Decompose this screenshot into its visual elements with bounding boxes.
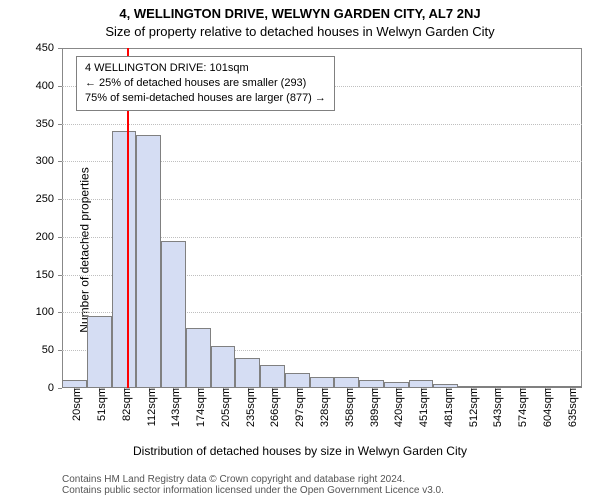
- ytick-label: 150: [36, 269, 62, 281]
- bar: [310, 377, 335, 388]
- x-axis-label: Distribution of detached houses by size …: [0, 444, 600, 458]
- bar: [161, 241, 186, 388]
- ytick-label: 300: [36, 155, 62, 167]
- xtick-label: 174sqm: [189, 388, 207, 427]
- xtick-label: 574sqm: [511, 388, 529, 427]
- xtick-label: 297sqm: [288, 388, 306, 427]
- bar: [409, 380, 434, 388]
- ytick-label: 100: [36, 306, 62, 318]
- footer: Contains HM Land Registry data © Crown c…: [0, 474, 600, 496]
- ytick-label: 400: [36, 80, 62, 92]
- ytick-label: 50: [42, 344, 62, 356]
- bar: [112, 131, 137, 388]
- xtick-label: 235sqm: [239, 388, 257, 427]
- grid-line: [62, 124, 582, 125]
- bar: [285, 373, 310, 388]
- xtick-label: 112sqm: [140, 388, 158, 426]
- xtick-label: 604sqm: [536, 388, 554, 427]
- xtick-label: 451sqm: [412, 388, 430, 427]
- bar: [136, 135, 161, 388]
- bar: [211, 346, 236, 388]
- xtick-label: 635sqm: [561, 388, 579, 427]
- xtick-label: 328sqm: [313, 388, 331, 427]
- plot-area: 05010015020025030035040045020sqm51sqm82s…: [62, 48, 582, 388]
- bar: [260, 365, 285, 388]
- chart-container: 4, WELLINGTON DRIVE, WELWYN GARDEN CITY,…: [0, 0, 600, 500]
- footer-line1: Contains HM Land Registry data © Crown c…: [0, 474, 600, 485]
- xtick-label: 481sqm: [437, 388, 455, 427]
- ytick-label: 200: [36, 231, 62, 243]
- xtick-label: 266sqm: [263, 388, 281, 427]
- xtick-label: 143sqm: [164, 388, 182, 427]
- info-box-line: ← 25% of detached houses are smaller (29…: [85, 76, 326, 91]
- xtick-label: 20sqm: [65, 388, 83, 421]
- bar: [235, 358, 260, 388]
- bar: [186, 328, 211, 388]
- footer-line2: Contains public sector information licen…: [0, 485, 600, 496]
- bar: [87, 316, 112, 388]
- xtick-label: 358sqm: [338, 388, 356, 427]
- xtick-label: 82sqm: [115, 388, 133, 421]
- bar: [62, 380, 87, 388]
- xtick-label: 51sqm: [90, 388, 108, 421]
- xtick-label: 512sqm: [462, 388, 480, 427]
- info-box-line: 4 WELLINGTON DRIVE: 101sqm: [85, 61, 326, 76]
- bar: [334, 377, 359, 388]
- ytick-label: 0: [48, 382, 62, 394]
- xtick-label: 205sqm: [214, 388, 232, 427]
- info-box: 4 WELLINGTON DRIVE: 101sqm← 25% of detac…: [76, 56, 335, 111]
- info-box-line: 75% of semi-detached houses are larger (…: [85, 91, 326, 106]
- page-subtitle: Size of property relative to detached ho…: [0, 24, 600, 39]
- ytick-label: 350: [36, 118, 62, 130]
- page-title: 4, WELLINGTON DRIVE, WELWYN GARDEN CITY,…: [0, 6, 600, 21]
- ytick-label: 250: [36, 193, 62, 205]
- bar: [359, 380, 384, 388]
- xtick-label: 420sqm: [387, 388, 405, 427]
- xtick-label: 543sqm: [486, 388, 504, 427]
- xtick-label: 389sqm: [363, 388, 381, 427]
- ytick-label: 450: [36, 42, 62, 54]
